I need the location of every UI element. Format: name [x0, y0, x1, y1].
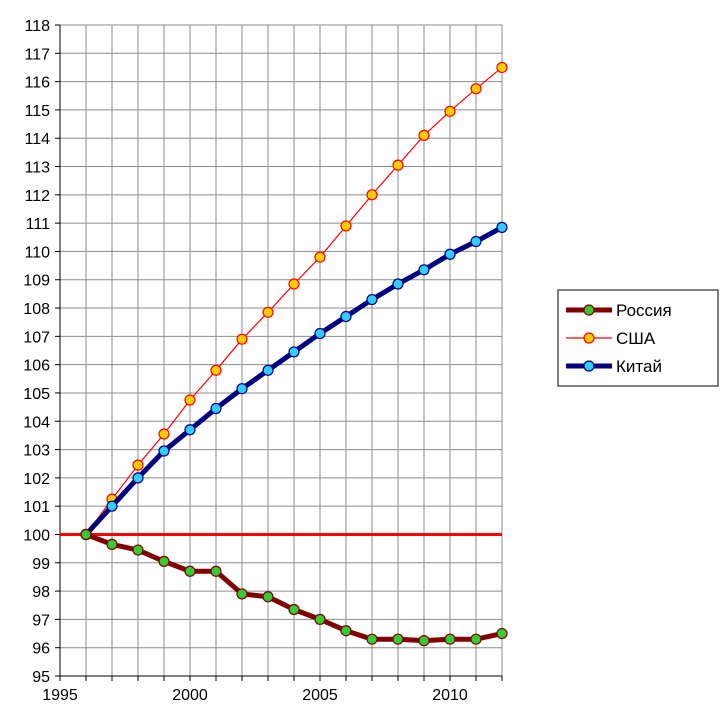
- data-point: [158, 445, 170, 457]
- data-point: [106, 538, 118, 550]
- data-point: [288, 603, 300, 616]
- data-point: [288, 278, 300, 290]
- data-point: [314, 613, 326, 625]
- legend-entry: США: [566, 329, 656, 348]
- legend-box: [557, 289, 719, 387]
- y-tick-label: 116: [24, 75, 50, 92]
- data-point: [366, 293, 378, 306]
- y-tick-label: 101: [23, 499, 50, 516]
- data-point: [496, 627, 508, 640]
- data-point: [132, 472, 144, 484]
- data-point: [158, 428, 170, 440]
- y-tick-label: 112: [24, 188, 50, 205]
- data-point: [314, 251, 326, 263]
- legend: Россия США Китай: [557, 289, 719, 387]
- y-tick-label: 114: [24, 131, 50, 148]
- y-tick-label: 113: [24, 160, 50, 177]
- y-tick-label: 117: [24, 46, 50, 63]
- y-tick-label: 99: [32, 556, 50, 573]
- data-point: [470, 633, 482, 645]
- data-point: [470, 235, 482, 248]
- data-point: [392, 159, 404, 171]
- y-tick-label: 109: [23, 273, 50, 290]
- data-point: [262, 306, 274, 318]
- data-point: [470, 83, 482, 95]
- legend-marker-swatch: [583, 304, 595, 316]
- data-point: [418, 129, 430, 141]
- data-point: [496, 221, 508, 233]
- data-point: [366, 633, 378, 645]
- legend-entry: Китай: [566, 357, 662, 376]
- y-tick-label: 100: [23, 527, 50, 544]
- data-point: [132, 544, 144, 556]
- data-point: [262, 364, 274, 376]
- data-point: [444, 248, 456, 260]
- data-point: [80, 528, 92, 541]
- y-tick-label: 105: [23, 386, 50, 403]
- data-point: [392, 278, 404, 290]
- y-tick-label: 102: [23, 471, 50, 488]
- y-tick-label: 95: [32, 669, 50, 686]
- data-point: [236, 383, 248, 395]
- data-point: [210, 565, 222, 577]
- y-tick-label: 108: [23, 301, 50, 318]
- data-point: [184, 424, 196, 436]
- data-point: [288, 346, 300, 358]
- legend-entry: Россия: [566, 301, 672, 320]
- data-point: [210, 364, 222, 376]
- y-tick-label: 97: [32, 612, 50, 629]
- data-point: [314, 327, 326, 340]
- y-tick-label: 104: [23, 414, 50, 431]
- legend-label: США: [616, 329, 656, 348]
- data-point: [444, 633, 456, 645]
- y-tick-label: 98: [32, 584, 50, 601]
- series-1: [80, 528, 508, 647]
- data-point: [262, 591, 274, 603]
- y-tick-label: 107: [23, 329, 50, 346]
- y-tick-label: 115: [24, 103, 50, 120]
- data-point: [236, 588, 248, 600]
- data-point: [418, 264, 430, 276]
- data-point: [184, 394, 196, 406]
- legend-marker-swatch: [583, 332, 595, 344]
- data-point: [158, 555, 170, 567]
- y-tick-label: 118: [24, 18, 50, 35]
- x-tick-label: 2010: [432, 687, 468, 704]
- y-tick-label: 111: [26, 216, 50, 233]
- data-point: [340, 310, 352, 323]
- legend-label: Китай: [616, 357, 662, 376]
- data-point: [444, 105, 456, 117]
- x-tick-label: 2000: [172, 687, 208, 704]
- data-point: [418, 635, 430, 647]
- axis-layer: 95 96 97 98 99 100 101 102 103 104 105 106 107 108 109…: [23, 18, 503, 704]
- series-layer: [80, 61, 508, 647]
- grid-layer: [60, 24, 503, 676]
- y-tick-label: 96: [32, 641, 50, 658]
- data-point: [392, 633, 404, 645]
- data-point: [496, 61, 508, 74]
- y-tick-label: 106: [23, 358, 50, 375]
- legend-label: Россия: [616, 301, 672, 320]
- data-point: [184, 565, 196, 577]
- data-point: [340, 220, 352, 232]
- data-point: [236, 333, 248, 345]
- data-point: [340, 625, 352, 637]
- data-point: [132, 459, 144, 471]
- data-point: [210, 402, 222, 415]
- y-tick-label: 103: [23, 443, 50, 460]
- data-point: [366, 189, 378, 201]
- data-point: [106, 500, 118, 512]
- y-tick-label: 110: [24, 244, 50, 261]
- x-tick-label: 2005: [302, 687, 338, 704]
- x-tick-label: 1995: [42, 687, 78, 704]
- legend-marker-swatch: [583, 360, 595, 372]
- series-2: [80, 61, 508, 541]
